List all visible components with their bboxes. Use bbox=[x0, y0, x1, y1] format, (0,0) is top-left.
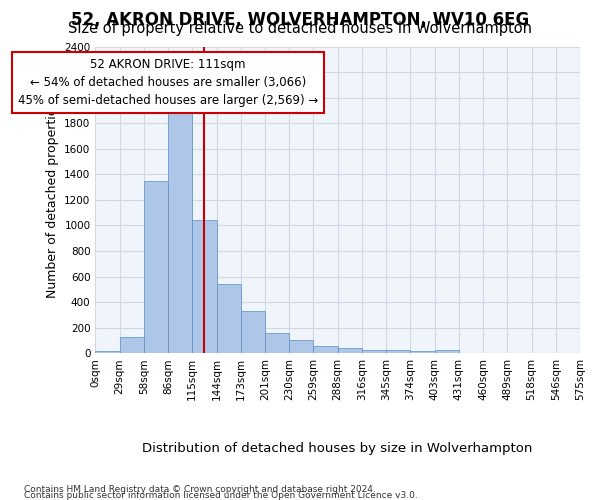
Bar bbox=[434, 350, 459, 354]
Bar bbox=[144, 180, 168, 354]
Bar bbox=[483, 352, 508, 354]
X-axis label: Distribution of detached houses by size in Wolverhampton: Distribution of detached houses by size … bbox=[142, 442, 533, 455]
Text: Contains HM Land Registry data © Crown copyright and database right 2024.: Contains HM Land Registry data © Crown c… bbox=[24, 484, 376, 494]
Bar bbox=[386, 350, 410, 354]
Text: 52, AKRON DRIVE, WOLVERHAMPTON, WV10 6EG: 52, AKRON DRIVE, WOLVERHAMPTON, WV10 6EG bbox=[71, 11, 529, 29]
Bar bbox=[241, 310, 265, 354]
Y-axis label: Number of detached properties: Number of detached properties bbox=[46, 102, 59, 298]
Bar bbox=[459, 352, 483, 354]
Bar bbox=[532, 352, 556, 354]
Bar bbox=[556, 352, 580, 354]
Bar bbox=[192, 220, 217, 354]
Bar bbox=[313, 346, 338, 354]
Bar bbox=[410, 351, 434, 354]
Text: Size of property relative to detached houses in Wolverhampton: Size of property relative to detached ho… bbox=[68, 22, 532, 36]
Bar bbox=[217, 284, 241, 354]
Bar bbox=[508, 352, 532, 354]
Bar bbox=[95, 352, 119, 354]
Text: 52 AKRON DRIVE: 111sqm
← 54% of detached houses are smaller (3,066)
45% of semi-: 52 AKRON DRIVE: 111sqm ← 54% of detached… bbox=[18, 58, 318, 107]
Bar bbox=[168, 112, 192, 354]
Bar bbox=[362, 350, 386, 354]
Bar bbox=[338, 348, 362, 354]
Bar bbox=[265, 333, 289, 353]
Text: Contains public sector information licensed under the Open Government Licence v3: Contains public sector information licen… bbox=[24, 490, 418, 500]
Bar bbox=[289, 340, 313, 353]
Bar bbox=[119, 338, 144, 353]
